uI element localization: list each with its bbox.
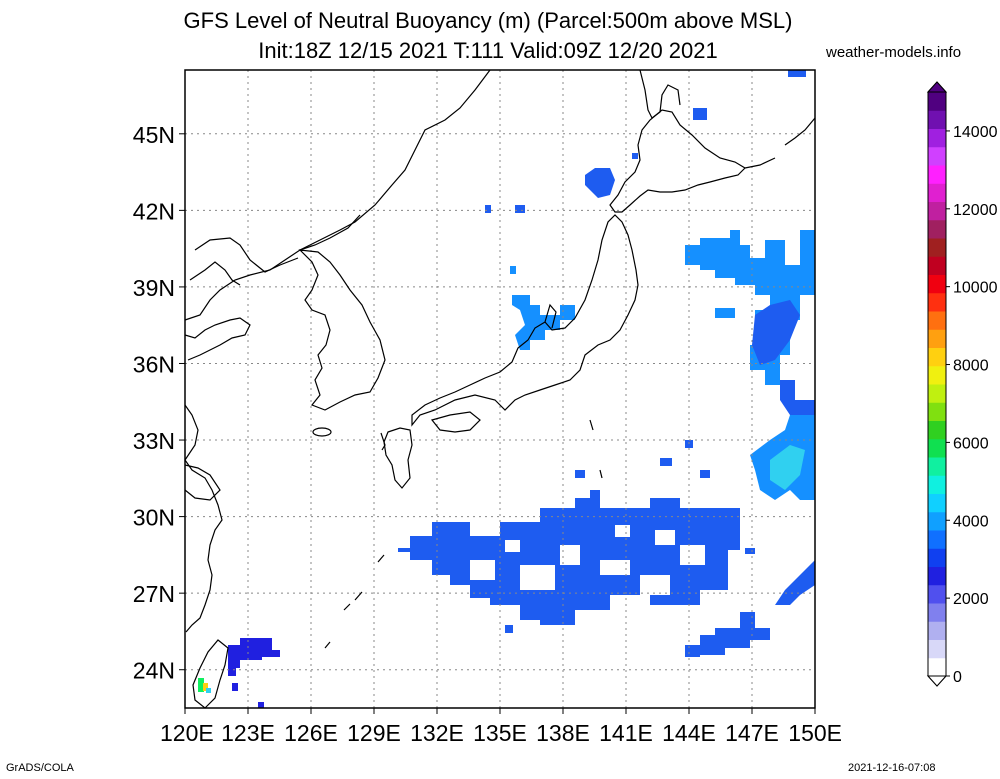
lat-tick-label: 36N (133, 351, 175, 377)
colorbar-segment (928, 603, 946, 622)
colorbar-segment (928, 110, 946, 129)
lon-tick-label: 147E (725, 720, 779, 746)
lat-tick-label: 42N (133, 198, 175, 224)
lat-tick-label: 45N (133, 122, 175, 148)
colorbar-segment (928, 201, 946, 221)
colorbar-segment (928, 146, 946, 166)
colorbar-tick-label: 14000 (953, 124, 998, 141)
colorbar-segment (928, 438, 946, 458)
chart-title: GFS Level of Neutral Buoyancy (m) (Parce… (183, 8, 793, 33)
lon-tick-label: 150E (788, 720, 842, 746)
lnb-region-southeast (685, 612, 770, 657)
colorbar-segment (928, 566, 946, 586)
colorbar-segment (928, 530, 946, 549)
lon-tick-label: 141E (599, 720, 653, 746)
colorbar-segment (928, 493, 946, 513)
colorbar-segment (928, 292, 946, 312)
lon-tick-label: 144E (662, 720, 716, 746)
lon-tick-label: 123E (221, 720, 275, 746)
lon-axis: 120E 123E 126E 129E 132E 135E 138E 141E 144E 147E… (160, 708, 842, 746)
coastlines (184, 69, 816, 709)
colorbar-segment (928, 475, 946, 494)
lat-tick-label: 39N (133, 275, 175, 301)
colorbar-segment (928, 274, 946, 294)
colorbar-tick-label: 10000 (953, 280, 998, 297)
colorbar-segment (928, 183, 946, 202)
colorbar-segment (928, 92, 946, 111)
lon-tick-label: 132E (410, 720, 464, 746)
colorbar-segment (928, 511, 946, 531)
colorbar: 0 2000 4000 6000 8000 10000 12000 14000 (926, 81, 998, 687)
colorbar-tick-label: 2000 (953, 591, 989, 608)
lat-tick-label: 27N (133, 581, 175, 607)
colorbar-top-arrow (926, 81, 948, 93)
colorbar-segment (928, 365, 946, 385)
colorbar-segment (928, 584, 946, 604)
lat-tick-label: 30N (133, 505, 175, 531)
colorbar-segment (928, 657, 946, 677)
colorbar-bottom-arrow (926, 675, 948, 687)
colorbar-segment (928, 639, 946, 659)
site-credit: weather-models.info (826, 44, 962, 61)
colorbar-tick-label: 0 (953, 669, 962, 686)
colorbar-tick-label: 6000 (953, 435, 989, 452)
colorbar-segment (928, 457, 946, 476)
chart-subtitle: Init:18Z 12/15 2021 T:111 Valid:09Z 12/2… (258, 38, 718, 63)
lnb-region-taiwan (228, 638, 280, 668)
lnb-region-east (685, 230, 815, 385)
colorbar-segment (928, 402, 946, 421)
colorbar-segment (928, 621, 946, 640)
lon-tick-label: 135E (473, 720, 527, 746)
colorbar-segment (928, 347, 946, 367)
lon-tick-label: 138E (536, 720, 590, 746)
lat-tick-label: 33N (133, 428, 175, 454)
colorbar-tick-label: 8000 (953, 358, 989, 375)
colorbar-segment (928, 548, 946, 567)
software-credit: GrADS/COLA (6, 762, 74, 774)
colorbar-segment (928, 128, 946, 148)
lat-axis: 24N 27N 30N 33N 36N 39N 42N 45N (133, 122, 185, 684)
lon-tick-label: 120E (160, 720, 214, 746)
lat-tick-label: 24N (133, 658, 175, 684)
colorbar-segment (928, 311, 946, 330)
map-gridlines (184, 70, 816, 708)
colorbar-tick-label: 4000 (953, 513, 989, 530)
colorbar-segment (928, 256, 946, 275)
colorbar-segment (928, 329, 946, 348)
colorbar-segment (928, 219, 946, 239)
colorbar-tick-label: 12000 (953, 202, 998, 219)
colorbar-segment (928, 384, 946, 403)
timestamp: 2021-12-16-07:08 (848, 762, 936, 774)
colorbar-segment (928, 238, 946, 257)
colorbar-segment (928, 165, 946, 184)
lon-tick-label: 129E (347, 720, 401, 746)
colorbar-segment (928, 420, 946, 440)
lon-tick-label: 126E (284, 720, 338, 746)
lnb-field (198, 70, 815, 708)
